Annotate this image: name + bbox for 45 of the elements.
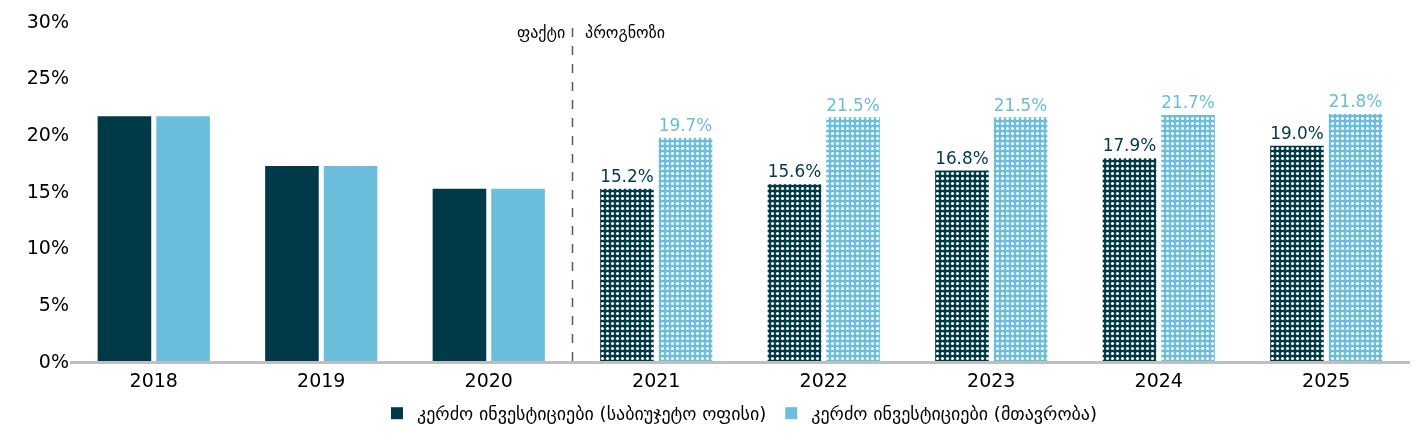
x-tick-label: 2024 <box>1134 368 1183 391</box>
x-tick-label: 2023 <box>967 368 1016 391</box>
bar <box>491 188 545 361</box>
x-tick-label: 2018 <box>129 368 178 391</box>
bar <box>826 117 880 361</box>
data-label: 21.5% <box>993 94 1048 115</box>
data-label: 16.8% <box>935 147 989 168</box>
y-tick-label: 25% <box>26 66 69 89</box>
bar <box>97 116 152 361</box>
annotation: ფაქტი <box>517 23 566 42</box>
data-label: 21.7% <box>1161 92 1215 113</box>
bar <box>1161 115 1215 361</box>
data-label: 19.7% <box>658 114 713 135</box>
bar <box>1328 113 1383 361</box>
x-tick-label: 2021 <box>632 368 681 391</box>
y-tick-label: 0% <box>38 349 69 372</box>
x-tick-label: 2025 <box>1302 368 1351 391</box>
x-tick-label: 2020 <box>464 368 513 391</box>
y-tick-label: 15% <box>26 179 69 202</box>
bar <box>1102 158 1157 361</box>
legend-label: კერძო ინვესტიციები (საბიუჯეტო ოფისი) <box>417 403 767 425</box>
bar <box>1270 145 1324 361</box>
y-tick-label: 20% <box>26 122 69 145</box>
bar <box>935 170 989 361</box>
y-tick-label: 10% <box>26 236 69 259</box>
data-label: 21.8% <box>1328 91 1383 112</box>
bar <box>600 188 654 361</box>
x-tick-label: 2022 <box>799 368 848 391</box>
bar <box>323 166 378 361</box>
data-label: 17.9% <box>1102 135 1157 156</box>
y-tick-label: 5% <box>38 292 69 315</box>
data-label: 19.0% <box>1270 122 1324 143</box>
bar <box>156 116 210 361</box>
x-tick-label: 2019 <box>297 368 346 391</box>
data-label: 15.2% <box>600 165 654 186</box>
data-label: 21.5% <box>826 94 880 115</box>
bar <box>767 184 822 361</box>
legend-label: კერძო ინვესტიციები (მთავრობა) <box>811 403 1098 425</box>
annotation: პროგნოზი <box>585 23 665 42</box>
y-tick-label: 30% <box>26 9 69 32</box>
bar <box>432 188 487 361</box>
bar <box>658 137 713 361</box>
bar <box>993 117 1048 361</box>
bar <box>265 166 319 361</box>
data-label: 15.6% <box>767 161 822 182</box>
